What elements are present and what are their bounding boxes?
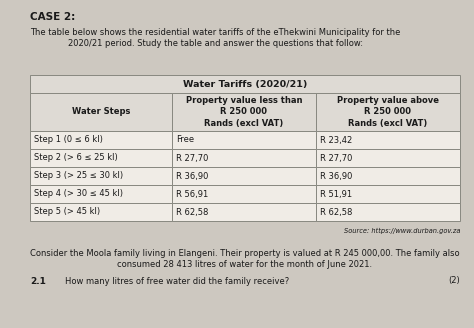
Bar xyxy=(172,93,316,131)
Text: Step 3 (> 25 ≤ 30 kl): Step 3 (> 25 ≤ 30 kl) xyxy=(34,172,123,180)
Bar xyxy=(30,93,172,131)
Text: Step 2 (> 6 ≤ 25 kl): Step 2 (> 6 ≤ 25 kl) xyxy=(34,154,118,162)
Text: Step 4 (> 30 ≤ 45 kl): Step 4 (> 30 ≤ 45 kl) xyxy=(34,190,123,198)
Text: Water Steps: Water Steps xyxy=(72,108,130,116)
Bar xyxy=(30,203,172,221)
Text: R 27,70: R 27,70 xyxy=(176,154,208,162)
Text: R 27,70: R 27,70 xyxy=(320,154,352,162)
Bar xyxy=(316,167,460,185)
Bar xyxy=(30,75,460,93)
Bar xyxy=(316,131,460,149)
Text: Source: https://www.durban.gov.za: Source: https://www.durban.gov.za xyxy=(344,228,460,234)
Bar xyxy=(30,167,172,185)
Text: R 62,58: R 62,58 xyxy=(320,208,352,216)
Text: R 56,91: R 56,91 xyxy=(176,190,208,198)
Bar xyxy=(316,185,460,203)
Text: Property value above
R 250 000
Rands (excl VAT): Property value above R 250 000 Rands (ex… xyxy=(337,96,439,128)
Bar xyxy=(316,93,460,131)
Bar xyxy=(172,203,316,221)
Text: R 23,42: R 23,42 xyxy=(320,135,352,145)
Text: Step 1 (0 ≤ 6 kl): Step 1 (0 ≤ 6 kl) xyxy=(34,135,103,145)
Text: The table below shows the residential water tariffs of the eThekwini Municipalit: The table below shows the residential wa… xyxy=(30,28,401,48)
Bar xyxy=(172,185,316,203)
Bar xyxy=(30,149,172,167)
Text: R 51,91: R 51,91 xyxy=(320,190,352,198)
Bar xyxy=(172,167,316,185)
Text: CASE 2:: CASE 2: xyxy=(30,12,75,22)
Text: How many litres of free water did the family receive?: How many litres of free water did the fa… xyxy=(65,277,289,285)
Text: Step 5 (> 45 kl): Step 5 (> 45 kl) xyxy=(34,208,100,216)
Text: Property value less than
R 250 000
Rands (excl VAT): Property value less than R 250 000 Rands… xyxy=(186,96,302,128)
Text: Consider the Moola family living in Elangeni. Their property is valued at R 245 : Consider the Moola family living in Elan… xyxy=(30,249,460,269)
Bar xyxy=(316,203,460,221)
Bar xyxy=(30,131,172,149)
Bar xyxy=(30,185,172,203)
Bar xyxy=(172,131,316,149)
Text: R 36,90: R 36,90 xyxy=(320,172,352,180)
Text: Free: Free xyxy=(176,135,194,145)
Text: R 62,58: R 62,58 xyxy=(176,208,208,216)
Text: R 36,90: R 36,90 xyxy=(176,172,208,180)
Bar xyxy=(316,149,460,167)
Text: 2.1: 2.1 xyxy=(30,277,46,285)
Text: (2): (2) xyxy=(448,277,460,285)
Text: Water Tariffs (2020/21): Water Tariffs (2020/21) xyxy=(183,79,307,89)
Bar xyxy=(172,149,316,167)
